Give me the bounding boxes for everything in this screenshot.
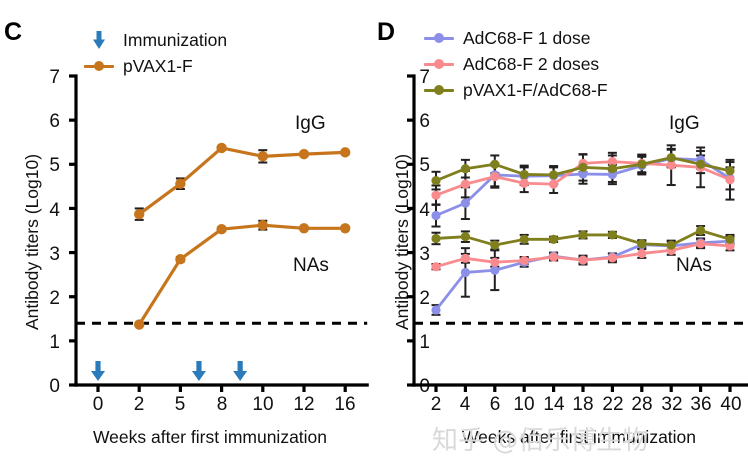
panel-c-xtick-12: 12: [293, 394, 315, 415]
legend-item-pvax1f-adc68f: pVAX1-F/AdC68-F: [422, 78, 608, 102]
panel-d-xtick-6: 6: [489, 394, 501, 415]
panel-d-xtick-2: 2: [430, 394, 442, 415]
panel-c-x-axis-title: Weeks after first immunization: [92, 427, 328, 447]
legend-label-adc68-1dose: AdC68-F 1 dose: [463, 28, 591, 48]
line-circle-icon-salmon: [422, 54, 456, 74]
panel-c-ytick-1: 1: [49, 332, 60, 353]
panel-d-ytick-6: 6: [419, 111, 430, 132]
legend-label-immunization: Immunization: [123, 30, 228, 50]
panel-c-ytick-0: 0: [49, 376, 60, 397]
panel-c: C Immunization pVAX1-: [4, 18, 369, 447]
panel-d-ytick-7: 7: [419, 67, 430, 88]
line-circle-icon-periwinkle: [422, 28, 456, 48]
panel-c-plot: [69, 74, 369, 392]
panel-d-annot-nas: NAs: [676, 255, 712, 276]
panel-c-ytick-5: 5: [49, 155, 60, 176]
down-arrow-icon: [82, 30, 116, 50]
panel-d-letter: D: [377, 18, 396, 46]
panel-d-legend: AdC68-F 1 dose AdC68-F 2 doses pVAX1-F/A…: [422, 26, 608, 102]
legend-item-adc68-2doses: AdC68-F 2 doses: [422, 52, 608, 76]
panel-c-xtick-2: 2: [133, 394, 145, 415]
panel-d-x-axis-title: Weeks after first immunization: [461, 427, 697, 447]
legend-item-adc68-1dose: AdC68-F 1 dose: [422, 26, 608, 50]
panel-d-ytick-3: 3: [419, 244, 430, 265]
legend-label-pvax1f-adc68f: pVAX1-F/AdC68-F: [463, 80, 608, 100]
panel-d-ytick-4: 4: [419, 200, 430, 221]
panel-c-legend: Immunization pVAX1-F: [82, 28, 227, 78]
panel-c-ytick-4: 4: [49, 200, 60, 221]
panel-c-annot-igg: IgG: [295, 113, 326, 134]
panel-d: D AdC68-F 1 dose AdC68-F 2 doses: [374, 0, 748, 466]
panel-d-plot: [407, 74, 748, 392]
panel-d-ytick-5: 5: [419, 155, 430, 176]
legend-label-pvax1f: pVAX1-F: [123, 56, 193, 76]
panel-c-ytick-3: 3: [49, 244, 60, 265]
panel-d-xtick-28: 28: [631, 394, 653, 415]
panel-c-annot-nas: NAs: [293, 255, 329, 276]
panel-d-xtick-40: 40: [720, 394, 742, 415]
panel-c-xtick-16: 16: [334, 394, 356, 415]
panel-d-xtick-36: 36: [690, 394, 712, 415]
legend-label-adc68-2doses: AdC68-F 2 doses: [463, 54, 600, 74]
panel-d-ytick-1: 1: [419, 332, 430, 353]
panel-c-xtick-5: 5: [174, 394, 186, 415]
panel-c-xtick-8: 8: [216, 394, 228, 415]
panel-c-ytick-6: 6: [49, 111, 60, 132]
panel-c-xtick-10: 10: [252, 394, 274, 415]
legend-item-immunization: Immunization: [82, 28, 227, 52]
panel-c-ytick-2: 2: [49, 288, 60, 309]
panel-c-xtick-0: 0: [92, 394, 104, 415]
panel-c-ytick-7: 7: [49, 67, 60, 88]
panel-d-xtick-14: 14: [543, 394, 565, 415]
panel-d-annot-igg: IgG: [669, 113, 700, 134]
panel-d-xtick-32: 32: [661, 394, 683, 415]
panel-d-xtick-10: 10: [513, 394, 535, 415]
panel-c-letter: C: [4, 18, 23, 46]
line-circle-icon-olive: [422, 80, 456, 100]
panel-d-xtick-4: 4: [459, 394, 471, 415]
legend-item-pvax1f: pVAX1-F: [82, 54, 227, 78]
panel-d-ytick-2: 2: [419, 288, 430, 309]
panel-d-xtick-18: 18: [572, 394, 594, 415]
panel-d-xtick-22: 22: [602, 394, 624, 415]
line-circle-icon-orange: [82, 56, 116, 76]
